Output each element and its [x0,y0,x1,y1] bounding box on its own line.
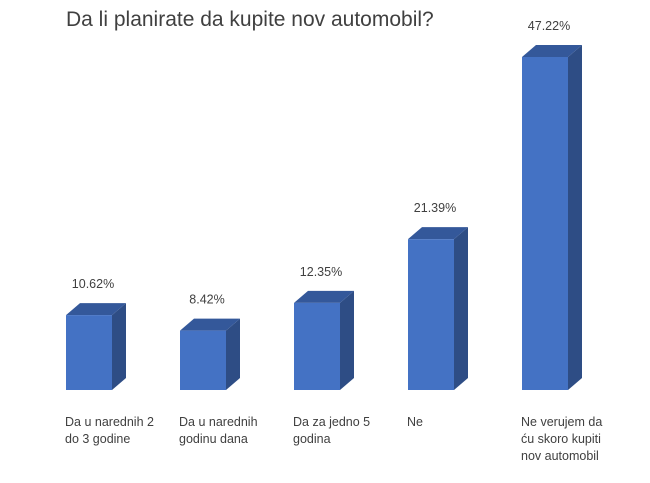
category-label-line: Ne [407,415,423,429]
category-label-line: godina [293,432,331,446]
bar-side [112,303,126,390]
category-label-line: do 3 godine [65,432,131,446]
data-label: 47.22% [528,19,570,33]
bar [408,239,454,390]
bar [180,330,226,390]
bar-top [66,303,126,316]
category-label-line: godinu dana [179,432,248,446]
bar-side [226,318,240,390]
bar-top [180,318,240,331]
category-label-line: Da u narednih [179,415,258,429]
category-label: Ne [407,414,519,431]
data-label: 12.35% [300,265,342,279]
category-label-line: ću skoro kupiti [521,432,601,446]
data-label: 21.39% [414,201,456,215]
bar-top [408,227,468,240]
data-label: 8.42% [189,293,224,307]
category-label-line: Da za jedno 5 [293,415,371,429]
bar-top [522,45,582,57]
bar [522,57,568,390]
bar-side [340,290,354,390]
category-label-line: Da u narednih 2 [65,415,154,429]
category-label-line: nov automobil [521,449,599,463]
bar [294,302,340,390]
category-label-line: Ne verujem da [521,415,603,429]
bar-side [454,227,468,390]
category-label: Da za jedno 5 godina [293,414,405,448]
chart-title: Da li planirate da kupite nov automobil? [66,8,434,31]
bar-side [568,45,582,390]
bar [66,315,112,390]
data-label: 10.62% [72,277,114,291]
category-label: Da u narednih godinu dana [179,414,291,448]
category-label: Da u narednih 2 do 3 godine [65,414,177,448]
category-label: Ne verujem da ću skoro kupiti nov automobi… [521,414,633,465]
bar-top [294,290,354,303]
